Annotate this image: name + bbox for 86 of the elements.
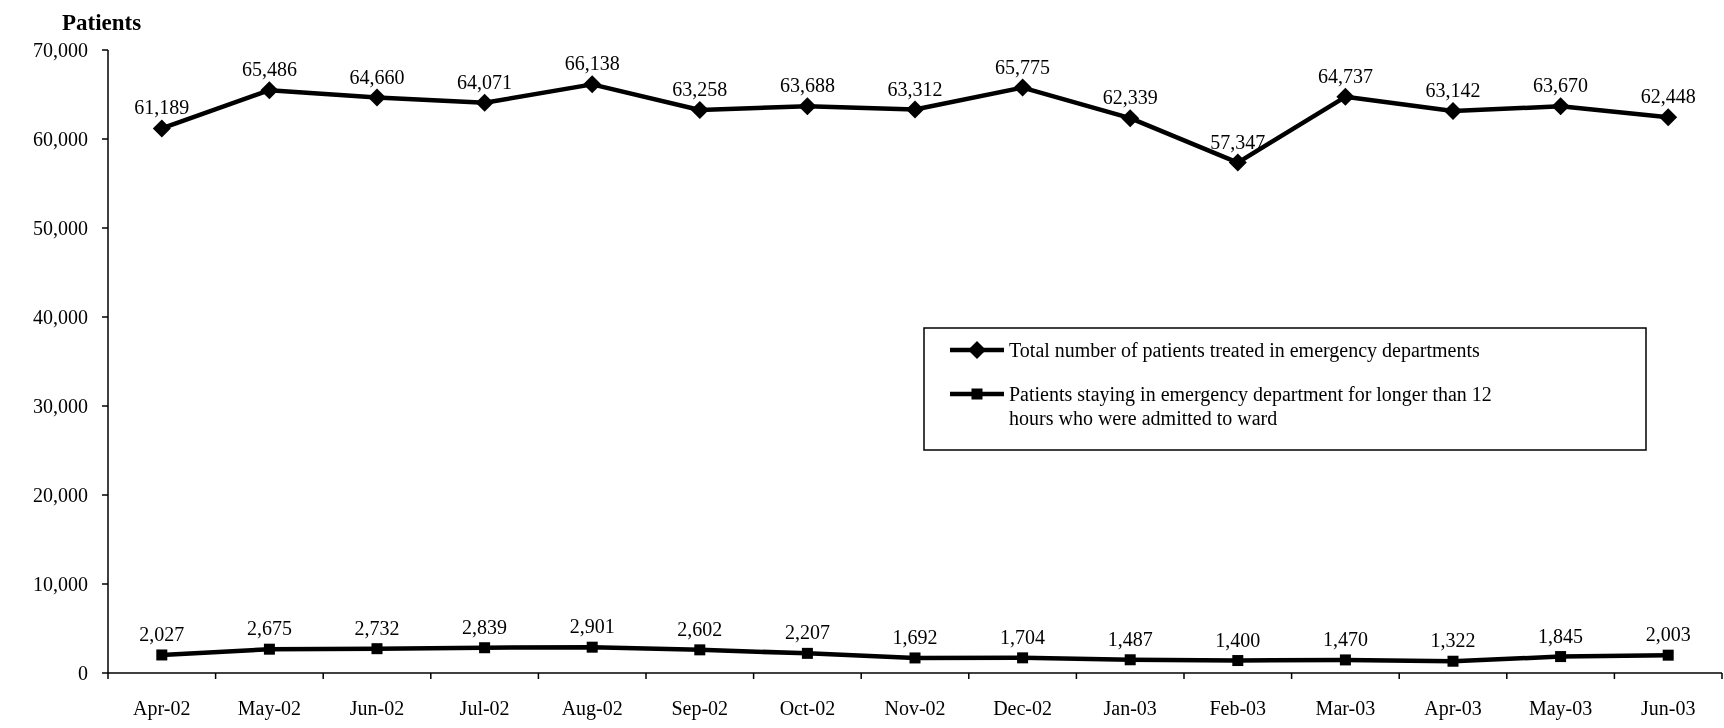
point <box>1662 649 1674 661</box>
y-tick-label: 50,000 <box>33 217 88 239</box>
point <box>1551 97 1570 116</box>
x-tick-label: May-03 <box>1528 697 1593 720</box>
y-tick-label: 30,000 <box>33 395 88 417</box>
point <box>152 119 171 138</box>
point <box>1228 153 1247 172</box>
point <box>1124 654 1136 666</box>
point <box>1232 655 1244 667</box>
data-label: 63,670 <box>1533 74 1589 97</box>
legend-label: Patients staying in emergency department for longer than 12 hours who were admitted to ward <box>1009 383 1492 429</box>
y-tick-label: 60,000 <box>33 128 88 150</box>
x-tick-label: May-02 <box>237 697 302 720</box>
data-label: 2,732 <box>354 616 400 639</box>
point <box>371 643 383 655</box>
legend-label: Total number of patients treated in emergency departments <box>1009 339 1481 362</box>
y-tick-label: 20,000 <box>33 484 88 506</box>
data-label: 62,339 <box>1102 86 1158 109</box>
data-label: 1,400 <box>1215 628 1261 651</box>
data-label: 64,071 <box>457 70 513 93</box>
data-label: 63,258 <box>672 78 728 100</box>
point <box>479 642 491 654</box>
data-label: 1,322 <box>1430 629 1476 652</box>
data-label: 65,775 <box>995 55 1051 78</box>
point <box>1447 655 1459 667</box>
data-label: 1,692 <box>892 625 938 648</box>
point <box>1336 87 1355 106</box>
data-label: 65,486 <box>241 58 297 81</box>
point <box>1659 108 1678 127</box>
data-label: 61,189 <box>134 96 190 119</box>
point <box>156 649 168 661</box>
point <box>801 647 813 659</box>
x-tick-label: Aug-02 <box>561 697 623 720</box>
point <box>263 643 275 655</box>
x-tick-label: Oct-02 <box>779 697 836 719</box>
x-tick-label: Nov-02 <box>884 697 946 719</box>
point <box>690 101 709 119</box>
data-label: 57,347 <box>1210 130 1266 153</box>
y-tick-label: 0 <box>78 662 88 684</box>
x-tick-label: Apr-03 <box>1424 697 1482 720</box>
point <box>583 75 602 94</box>
x-tick-label: Sep-02 <box>671 697 729 720</box>
point <box>1013 78 1032 97</box>
y-tick-label: 70,000 <box>33 39 88 61</box>
y-axis-title: Patients <box>62 10 142 35</box>
x-tick-label: Jun-03 <box>1640 697 1696 719</box>
data-label: 2,602 <box>677 617 723 640</box>
data-label: 64,737 <box>1317 64 1373 87</box>
data-label: 2,003 <box>1645 623 1691 646</box>
data-label: 2,207 <box>784 621 830 644</box>
point <box>368 88 386 107</box>
x-tick-label: Apr-02 <box>133 697 191 720</box>
point <box>1017 652 1029 664</box>
point <box>694 644 706 656</box>
point <box>1555 651 1567 663</box>
data-label: 2,839 <box>462 615 508 638</box>
x-tick-label: Feb-03 <box>1209 697 1267 719</box>
data-label: 1,470 <box>1322 627 1368 650</box>
data-label: 1,704 <box>1000 625 1046 648</box>
point <box>586 641 598 653</box>
data-label: 63,688 <box>779 74 835 97</box>
point <box>260 81 279 100</box>
x-tick-label: Dec-02 <box>993 697 1053 719</box>
point <box>1121 109 1140 128</box>
x-tick-label: Jan-03 <box>1103 697 1157 719</box>
y-tick-label: 10,000 <box>33 573 88 595</box>
data-label: 62,448 <box>1640 85 1696 108</box>
point <box>1339 654 1351 666</box>
data-label: 2,027 <box>139 622 185 645</box>
data-label: 63,142 <box>1425 79 1481 102</box>
point <box>906 100 924 119</box>
x-tick-label: Mar-03 <box>1315 697 1376 719</box>
x-tick-label: Jul-02 <box>459 697 510 719</box>
point <box>909 652 921 664</box>
data-label: 1,845 <box>1538 624 1584 647</box>
point <box>1444 102 1462 121</box>
x-tick-label: Jun-02 <box>349 697 405 719</box>
data-label: 2,675 <box>246 617 292 640</box>
data-label: 66,138 <box>564 52 620 75</box>
data-label: 63,312 <box>887 77 943 100</box>
data-label: 64,660 <box>349 65 405 88</box>
data-label: 1,487 <box>1107 627 1153 650</box>
y-tick-label: 40,000 <box>33 306 88 328</box>
point <box>798 97 817 116</box>
point <box>475 93 494 112</box>
data-label: 2,901 <box>569 615 615 638</box>
